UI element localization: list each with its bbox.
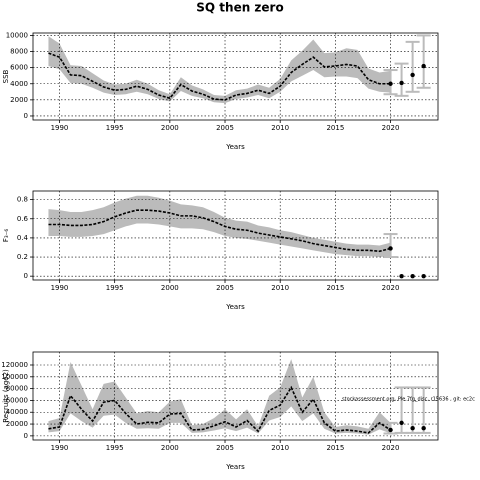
projection-point [421, 425, 426, 431]
x-tick-label: 2015 [326, 284, 344, 292]
chart-title: SQ then zero [196, 1, 283, 15]
x-tick-label: 2020 [382, 284, 400, 292]
y-tick-label: 0 [24, 112, 28, 120]
y-axis-label: Recruits (age2) [2, 369, 10, 423]
plot-frame [32, 351, 439, 441]
projection-point [388, 81, 393, 86]
estimate-line [48, 385, 391, 434]
projection-point [410, 72, 415, 78]
x-axis-label: Years [225, 463, 245, 471]
x-tick-label: 2020 [382, 124, 400, 132]
y-tick-label: 0 [24, 272, 28, 280]
x-tick-label: 2005 [216, 124, 234, 132]
x-axis-label: Years [225, 143, 245, 151]
y-tick-label: 80000 [6, 385, 28, 393]
estimate-line [48, 52, 391, 101]
x-tick-label: 2005 [216, 284, 234, 292]
projection-point [399, 273, 404, 279]
projection-point [421, 63, 426, 69]
x-tick-label: 2010 [271, 284, 289, 292]
y-tick-label: 0.8 [17, 196, 28, 204]
y-tick-label: 0.4 [17, 234, 29, 242]
x-tick-label: 2005 [216, 444, 234, 452]
y-tick-label: 10000 [6, 31, 28, 39]
projection-point [388, 427, 393, 433]
y-tick-label: 0.6 [17, 215, 29, 223]
x-tick-label: 1995 [106, 284, 124, 292]
plot-frame [32, 190, 439, 281]
confidence-band [48, 359, 391, 435]
annotation: stockassessment.org, Ple.7fg_disc, r1563… [342, 397, 475, 403]
y-tick-label: 2000 [10, 96, 28, 104]
x-tick-label: 2010 [271, 444, 289, 452]
y-axis-label: SSB [2, 69, 10, 83]
projection-point [399, 80, 404, 86]
x-tick-label: 1990 [51, 444, 69, 452]
y-tick-label: 60000 [6, 396, 28, 404]
x-tick-label: 2000 [161, 124, 179, 132]
projection-point [388, 246, 393, 251]
y-tick-label: 6000 [10, 64, 28, 72]
y-tick-label: 20000 [6, 420, 28, 428]
x-tick-label: 1995 [106, 444, 124, 452]
x-tick-label: 1990 [51, 124, 69, 132]
x-axis-label: Years [225, 303, 245, 311]
y-axis-label: F₃₋₆ [2, 229, 10, 243]
y-tick-label: 0.2 [17, 253, 28, 261]
projection-point [421, 273, 426, 279]
y-tick-label: 40000 [6, 408, 28, 416]
x-tick-label: 2000 [161, 284, 179, 292]
plot-frame [32, 32, 439, 121]
x-tick-label: 2020 [382, 444, 400, 452]
x-tick-label: 2010 [271, 124, 289, 132]
y-tick-label: 4000 [10, 80, 28, 88]
confidence-band [48, 36, 391, 104]
projection-point [410, 273, 415, 279]
y-tick-label: 120000 [1, 361, 28, 369]
y-tick-label: 8000 [10, 48, 28, 56]
projection-point [410, 425, 415, 431]
x-tick-label: 2015 [326, 124, 344, 132]
y-tick-label: 100000 [1, 373, 28, 381]
x-tick-label: 2000 [161, 444, 179, 452]
x-tick-label: 1995 [106, 124, 124, 132]
y-tick-label: 0 [24, 432, 28, 440]
projection-point [399, 420, 404, 426]
x-tick-label: 1990 [51, 284, 69, 292]
x-tick-label: 2015 [326, 444, 344, 452]
